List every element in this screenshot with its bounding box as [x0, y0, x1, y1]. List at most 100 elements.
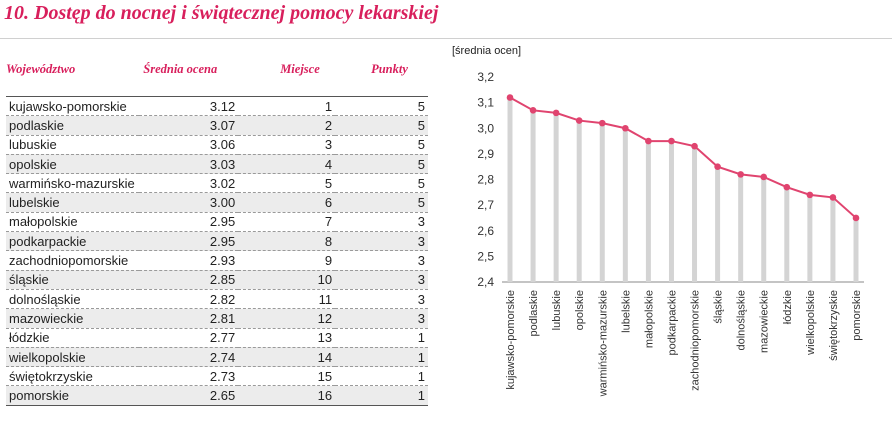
- cell-miejsce: 11: [238, 289, 336, 310]
- cell-wojewodztwo: śląskie: [6, 270, 140, 290]
- cell-punkty: 3: [335, 289, 428, 310]
- x-tick-label: warmińsko-mazurskie: [597, 290, 609, 397]
- cell-miejsce: 5: [238, 173, 336, 194]
- data-point-5: [622, 124, 629, 132]
- series-line: [509, 96, 857, 219]
- x-tick-label: śląskie: [713, 290, 725, 324]
- cell-punkty: 1: [335, 385, 428, 406]
- table-row: małopolskie 2.95 7 3: [6, 212, 428, 233]
- table-row: podlaskie 3.07 2 5: [6, 115, 428, 136]
- cell-srednia-ocena: 2.81: [139, 308, 239, 329]
- cell-punkty: 5: [335, 135, 428, 155]
- cell-punkty: 3: [335, 270, 428, 290]
- cell-miejsce: 8: [238, 231, 336, 252]
- cell-punkty: 5: [335, 154, 428, 175]
- bar-13: [807, 194, 813, 282]
- cell-wojewodztwo: kujawsko-pomorskie: [6, 96, 140, 117]
- cell-miejsce: 12: [238, 308, 336, 329]
- table-row: łódzkie 2.77 13 1: [6, 328, 428, 348]
- bar-1: [530, 110, 536, 282]
- cell-wojewodztwo: zachodniopomorskie: [6, 250, 140, 271]
- cell-srednia-ocena: 3.02: [139, 173, 239, 194]
- title-divider: [0, 38, 892, 39]
- cell-srednia-ocena: 3.12: [139, 96, 239, 117]
- table-row: kujawsko-pomorskie 3.12 1 5: [6, 96, 428, 117]
- cell-miejsce: 3: [238, 135, 336, 155]
- bar-10: [738, 174, 744, 282]
- x-tick-label: zachodniopomorskie: [690, 290, 702, 391]
- cell-wojewodztwo: warmińsko-mazurskie: [6, 173, 140, 194]
- x-tick-label: lubelskie: [620, 290, 632, 333]
- cell-srednia-ocena: 2.93: [139, 250, 239, 271]
- data-point-2: [552, 109, 560, 117]
- bar-5: [622, 128, 628, 282]
- cell-punkty: 3: [335, 250, 428, 271]
- data-point-3: [575, 117, 583, 124]
- header-punkty: Punkty: [371, 62, 408, 76]
- y-tick-label: 2,6: [477, 224, 494, 238]
- data-point-1: [529, 107, 537, 114]
- cell-miejsce: 14: [238, 347, 336, 368]
- bar-6: [645, 141, 651, 282]
- y-tick-label: 2,4: [477, 275, 494, 289]
- cell-miejsce: 9: [238, 250, 336, 271]
- data-point-12: [783, 183, 791, 191]
- y-tick-label: 2,5: [477, 249, 494, 263]
- bar-8: [692, 146, 698, 282]
- table-row: podkarpackie 2.95 8 3: [6, 231, 428, 252]
- cell-punkty: 5: [335, 115, 428, 136]
- bar-7: [668, 141, 674, 282]
- bar-9: [715, 166, 721, 282]
- bar-3: [576, 120, 582, 282]
- y-tick-label: 3,1: [477, 96, 494, 110]
- cell-srednia-ocena: 3.06: [139, 135, 239, 155]
- bar-14: [830, 197, 836, 282]
- y-tick-label: 3,2: [477, 70, 494, 84]
- cell-srednia-ocena: 2.74: [139, 347, 239, 368]
- table-row: świętokrzyskie 2.73 15 1: [6, 366, 428, 387]
- bar-2: [553, 112, 559, 282]
- chart-y-unit-label: [średnia ocen]: [452, 45, 522, 57]
- cell-srednia-ocena: 3.03: [139, 154, 239, 175]
- data-point-14: [829, 194, 837, 201]
- table-row: lubelskie 3.00 6 5: [6, 192, 428, 213]
- table-row: wielkopolskie 2.74 14 1: [6, 347, 428, 368]
- table-row: opolskie 3.03 4 5: [6, 154, 428, 175]
- cell-srednia-ocena: 2.65: [139, 385, 239, 406]
- cell-miejsce: 4: [238, 154, 336, 175]
- cell-miejsce: 15: [238, 366, 336, 387]
- table-row: śląskie 2.85 10 3: [6, 270, 428, 290]
- cell-srednia-ocena: 2.82: [139, 289, 239, 310]
- cell-srednia-ocena: 2.77: [139, 328, 239, 348]
- cell-srednia-ocena: 2.85: [139, 270, 239, 290]
- cell-wojewodztwo: podlaskie: [6, 115, 140, 136]
- ranking-table-container: Województwo Średnia ocena Miejsce Punkty…: [6, 62, 428, 406]
- y-tick-label: 3,0: [477, 121, 494, 135]
- cell-wojewodztwo: łódzkie: [6, 328, 140, 348]
- header-srednia-ocena: Średnia ocena: [143, 62, 218, 76]
- table-body: kujawsko-pomorskie 3.12 1 5 podlaskie 3.07 2 5 l…: [6, 96, 428, 406]
- data-point-6: [645, 137, 652, 145]
- x-tick-label: opolskie: [574, 290, 586, 330]
- cell-srednia-ocena: 2.73: [139, 366, 239, 387]
- ranking-table: Województwo Średnia ocena Miejsce Punkty…: [6, 62, 428, 406]
- cell-miejsce: 10: [238, 270, 336, 290]
- cell-punkty: 3: [335, 212, 428, 233]
- cell-punkty: 1: [335, 347, 428, 368]
- x-tick-label: podlaskie: [528, 290, 540, 336]
- cell-srednia-ocena: 3.07: [139, 115, 239, 136]
- cell-punkty: 1: [335, 328, 428, 348]
- cell-miejsce: 1: [238, 96, 336, 117]
- cell-miejsce: 6: [238, 192, 336, 213]
- cell-wojewodztwo: wielkopolskie: [6, 347, 140, 368]
- table-row: zachodniopomorskie 2.93 9 3: [6, 250, 428, 271]
- y-tick-label: 2,9: [477, 147, 494, 161]
- cell-miejsce: 2: [238, 115, 336, 136]
- cell-wojewodztwo: mazowieckie: [6, 308, 140, 329]
- data-point-4: [598, 119, 606, 127]
- bar-4: [599, 123, 605, 282]
- bar-15: [853, 217, 859, 282]
- cell-srednia-ocena: 2.95: [139, 231, 239, 252]
- x-tick-label: podkarpackie: [666, 290, 678, 355]
- cell-miejsce: 7: [238, 212, 336, 233]
